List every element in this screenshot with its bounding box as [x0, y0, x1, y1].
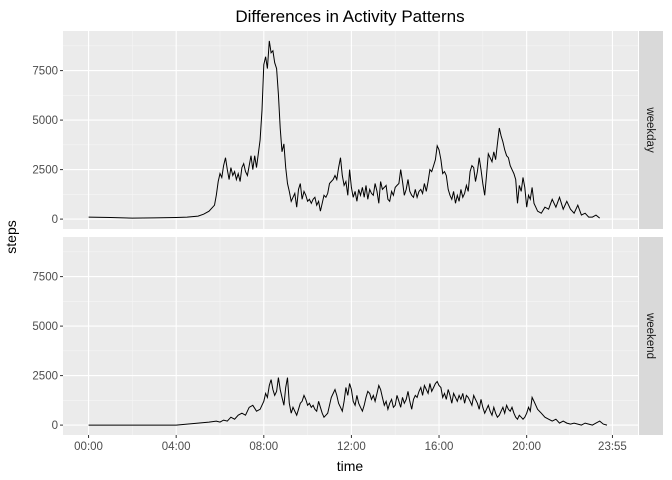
y-tick-label: 5000 — [32, 115, 58, 127]
x-tick-label: 16:00 — [425, 441, 454, 453]
y-tick-label: 7500 — [32, 66, 58, 78]
y-tick-label: 0 — [52, 420, 58, 432]
chart-title: Differences in Activity Patterns — [235, 7, 464, 26]
series-line-weekday — [88, 40, 601, 219]
x-axis-title: time — [337, 458, 364, 474]
facet-strip — [639, 237, 663, 435]
facet-strip-label: weekend — [644, 312, 656, 359]
x-tick-label: 20:00 — [512, 441, 541, 453]
x-tick-label: 08:00 — [249, 441, 278, 453]
x-axis: 00:00 04:00 08:00 12:00 16:00 20:00 23:55 — [74, 435, 627, 453]
x-tick-label: 04:00 — [162, 441, 191, 453]
y-tick-label: 2500 — [32, 165, 58, 177]
y-tick-label: 0 — [52, 214, 58, 226]
panel-background — [63, 237, 638, 435]
y-axis-title: steps — [3, 220, 19, 253]
y-tick-label: 7500 — [32, 272, 58, 284]
facet-strip — [639, 31, 663, 229]
y-tick-label: 5000 — [32, 321, 58, 333]
facet-strip-label: weekday — [644, 106, 656, 153]
x-tick-label: 00:00 — [74, 441, 103, 453]
panel-weekday: 0 2500 5000 7500 weekday — [32, 31, 663, 229]
x-tick-label: 12:00 — [337, 441, 366, 453]
panel-weekend: 0 2500 5000 7500 weekend — [32, 237, 663, 435]
panel-background — [63, 31, 638, 229]
panels: 0 2500 5000 7500 weekday 0 2500 5000 7500 weekend… — [32, 31, 663, 453]
x-tick-label: 23:55 — [598, 441, 627, 453]
y-tick-label: 2500 — [32, 371, 58, 383]
series-line-weekend — [88, 377, 608, 426]
